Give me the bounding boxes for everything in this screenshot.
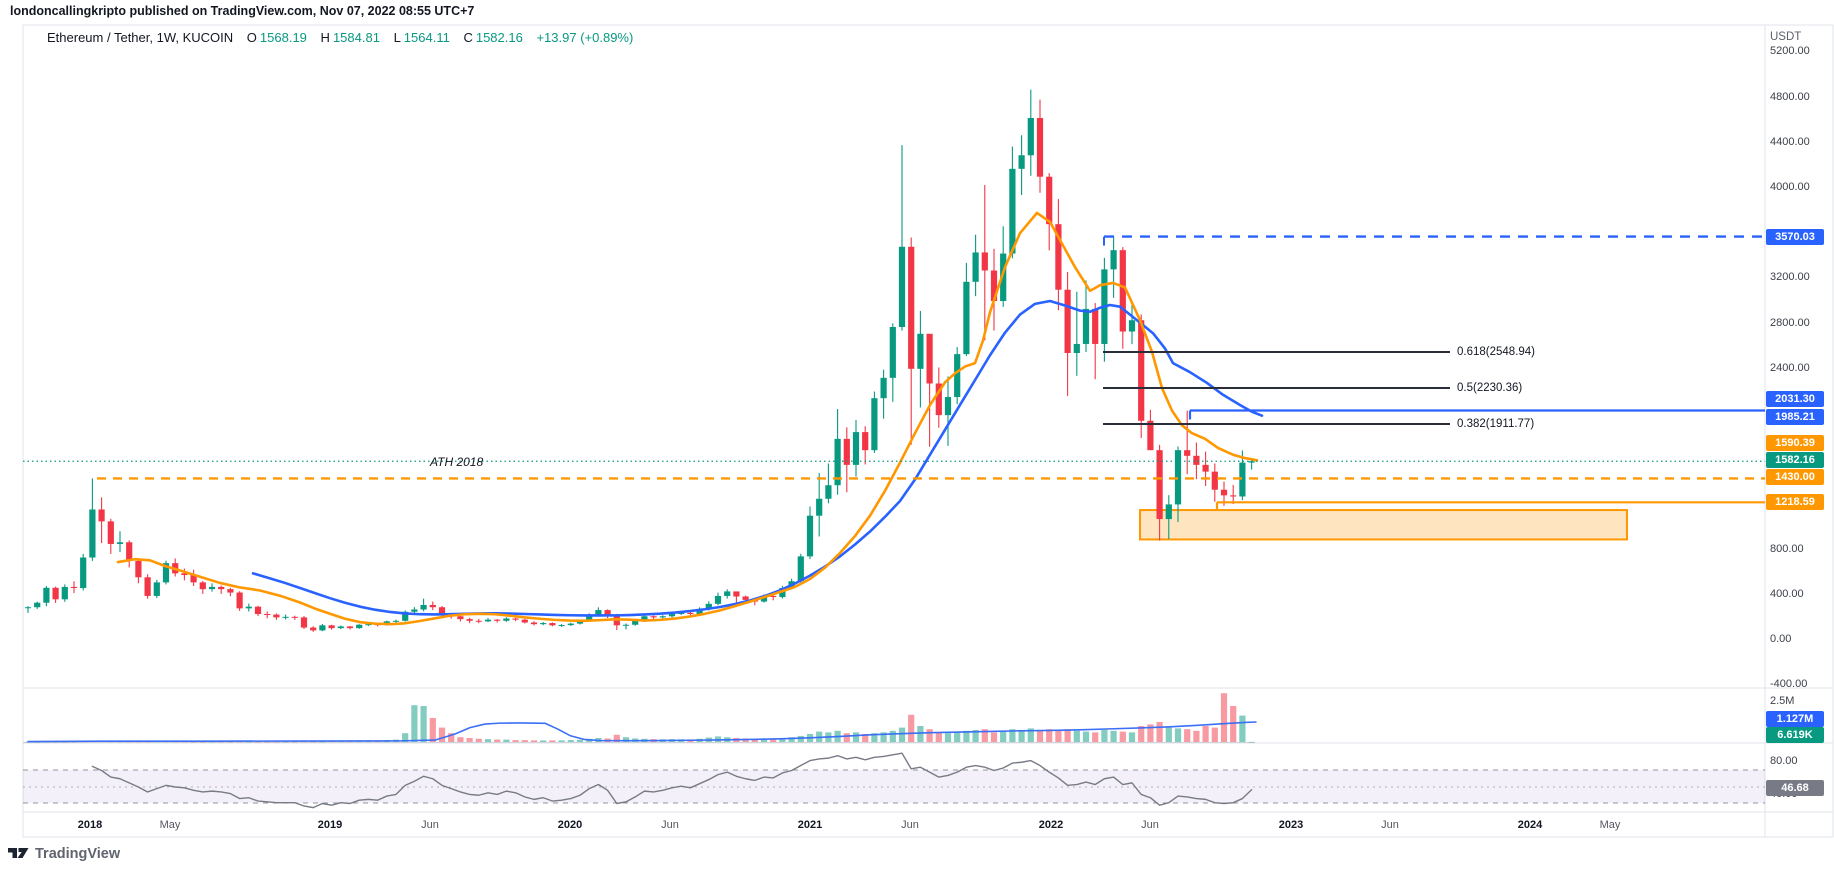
- axis-tick: 800.00: [1770, 543, 1804, 555]
- low-value: 1564.11: [403, 30, 450, 45]
- price-badge: 3570.03: [1766, 229, 1824, 245]
- axis-tick: 0.00: [1770, 633, 1792, 645]
- change-value: +13.97 (+0.89%): [536, 30, 634, 45]
- axis-tick: 5200.00: [1770, 45, 1810, 57]
- fib-label-0382: 0.382(1911.77): [1457, 418, 1535, 430]
- price-badge: 1582.16: [1766, 452, 1824, 468]
- published-note: londoncallingkripto published on Trading…: [10, 4, 475, 18]
- high-label: H: [320, 30, 330, 45]
- axis-tick: 2800.00: [1770, 317, 1810, 329]
- time-tick: Jun: [421, 819, 439, 831]
- time-tick: Jun: [661, 819, 679, 831]
- ohlc-legend: Ethereum / Tether, 1W, KUCOIN O 1568.19 H…: [47, 30, 636, 45]
- time-tick: 2020: [557, 819, 583, 831]
- time-tick: 2024: [1517, 819, 1543, 831]
- time-tick: 2018: [77, 819, 103, 831]
- open-label: O: [246, 30, 257, 45]
- axis-tick: 2400.00: [1770, 362, 1810, 374]
- symbol-title: Ethereum / Tether, 1W, KUCOIN: [47, 30, 234, 45]
- time-tick: Jun: [1381, 819, 1399, 831]
- time-tick: 2021: [797, 819, 823, 831]
- time-tick: May: [1599, 819, 1621, 831]
- price-badge: 1218.59: [1766, 494, 1824, 510]
- axis-tick: 4000.00: [1770, 181, 1810, 193]
- axis-tick: 3200.00: [1770, 271, 1810, 283]
- price-badge: 1.127M: [1766, 711, 1824, 727]
- high-value: 1584.81: [332, 30, 380, 45]
- price-badge: 1590.39: [1766, 435, 1824, 451]
- fib-label-0618: 0.618(2548.94): [1457, 346, 1536, 358]
- close-value: 1582.16: [475, 30, 523, 45]
- time-tick: 2022: [1038, 819, 1064, 831]
- price-badge: 1430.00: [1766, 469, 1824, 485]
- time-tick: Jun: [901, 819, 919, 831]
- axis-tick: 4800.00: [1770, 91, 1810, 103]
- price-badge: 6.619K: [1766, 727, 1824, 743]
- time-tick: Jun: [1141, 819, 1159, 831]
- price-badge: 46.68: [1766, 780, 1824, 796]
- ath-2018-label: ATH 2018: [430, 455, 484, 469]
- time-tick: 2023: [1278, 819, 1304, 831]
- axis-tick: -400.00: [1770, 678, 1808, 690]
- tv-logo-text: TradingView: [35, 845, 121, 862]
- close-label: C: [463, 30, 473, 45]
- axis-tick: 2.5M: [1770, 695, 1795, 707]
- low-label: L: [393, 30, 401, 45]
- axis-tick: 80.00: [1770, 755, 1798, 767]
- price-badge: 1985.21: [1766, 409, 1824, 425]
- fib-label-05: 0.5(2230.36): [1457, 382, 1523, 394]
- axis-tick: 4400.00: [1770, 136, 1810, 148]
- price-badge: 2031.30: [1766, 391, 1824, 407]
- axis-tick: 400.00: [1770, 588, 1804, 600]
- tv-logo-icon: [8, 848, 29, 858]
- tradingview-logo[interactable]: TradingView: [8, 845, 120, 862]
- time-tick: May: [159, 819, 181, 831]
- time-tick: 2019: [317, 819, 343, 831]
- quote-currency-label: USDT: [1770, 31, 1802, 43]
- open-value: 1568.19: [259, 30, 307, 45]
